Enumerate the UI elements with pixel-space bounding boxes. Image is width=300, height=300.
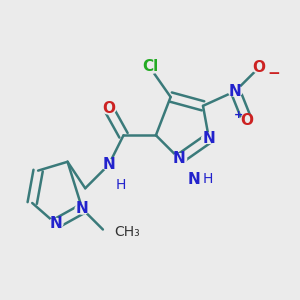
Ellipse shape <box>102 160 116 170</box>
Text: O: O <box>241 113 254 128</box>
Ellipse shape <box>228 86 242 96</box>
Text: O: O <box>252 60 266 75</box>
Ellipse shape <box>140 62 160 74</box>
Text: N: N <box>202 131 215 146</box>
Text: N: N <box>229 84 242 99</box>
Text: N: N <box>102 157 115 172</box>
Text: +: + <box>234 110 243 120</box>
Ellipse shape <box>172 154 187 164</box>
Ellipse shape <box>102 103 116 114</box>
Ellipse shape <box>240 116 254 126</box>
Ellipse shape <box>202 133 216 143</box>
Text: H: H <box>202 172 213 186</box>
Ellipse shape <box>75 204 89 214</box>
Text: Cl: Cl <box>142 58 158 74</box>
Text: N: N <box>188 172 200 187</box>
Ellipse shape <box>49 218 63 229</box>
Text: N: N <box>76 201 89 216</box>
Text: H: H <box>116 178 126 192</box>
Text: CH₃: CH₃ <box>115 225 140 239</box>
Text: N: N <box>50 216 62 231</box>
Text: N: N <box>173 151 186 166</box>
Text: O: O <box>102 101 115 116</box>
Ellipse shape <box>252 62 266 73</box>
Text: −: − <box>267 66 280 81</box>
